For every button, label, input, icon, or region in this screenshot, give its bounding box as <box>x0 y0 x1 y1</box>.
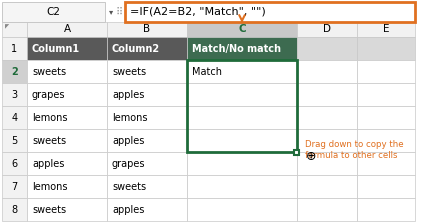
Bar <box>107 22 187 37</box>
Bar <box>2 2 105 22</box>
Bar <box>187 198 297 221</box>
Bar <box>107 152 187 175</box>
Text: Match: Match <box>192 67 222 77</box>
Text: apples: apples <box>112 135 144 145</box>
Text: B: B <box>143 24 150 34</box>
Text: 3: 3 <box>11 89 17 99</box>
Text: E: E <box>383 24 389 34</box>
Bar <box>2 83 27 106</box>
Text: grapes: grapes <box>112 159 145 168</box>
Text: Column1: Column1 <box>32 44 80 54</box>
Text: sweets: sweets <box>112 67 146 77</box>
Bar <box>125 2 415 22</box>
Text: ⠿: ⠿ <box>116 7 122 17</box>
Bar <box>187 106 297 129</box>
Text: sweets: sweets <box>32 67 66 77</box>
Bar <box>357 198 415 221</box>
Text: 4: 4 <box>11 113 17 123</box>
Bar <box>357 175 415 198</box>
Bar <box>27 83 107 106</box>
Text: lemons: lemons <box>32 182 68 192</box>
Bar <box>297 83 357 106</box>
Text: ▾: ▾ <box>109 8 113 16</box>
Bar <box>297 175 357 198</box>
Bar <box>27 175 107 198</box>
Text: 7: 7 <box>11 182 17 192</box>
Bar <box>27 198 107 221</box>
Bar <box>107 129 187 152</box>
Bar <box>187 83 297 106</box>
Bar <box>27 152 107 175</box>
Text: sweets: sweets <box>32 135 66 145</box>
Text: ◤: ◤ <box>5 24 9 29</box>
Bar <box>187 22 297 37</box>
Bar <box>2 60 27 83</box>
Text: Drag down to copy the
formula to other cells: Drag down to copy the formula to other c… <box>305 140 404 160</box>
Text: D: D <box>323 24 331 34</box>
Text: C: C <box>238 24 246 34</box>
Bar <box>187 60 297 83</box>
Bar <box>2 129 27 152</box>
Bar <box>107 37 187 60</box>
Text: Match/No match: Match/No match <box>192 44 281 54</box>
Text: 5: 5 <box>11 135 17 145</box>
Bar <box>2 22 27 37</box>
Bar <box>297 22 357 37</box>
Bar <box>297 152 357 175</box>
Bar <box>297 106 357 129</box>
Bar <box>297 60 357 83</box>
Bar <box>27 129 107 152</box>
Bar <box>107 198 187 221</box>
Bar <box>107 106 187 129</box>
Text: 8: 8 <box>11 204 17 214</box>
Text: Column2: Column2 <box>112 44 160 54</box>
Bar <box>187 175 297 198</box>
Text: =IF(A2=B2, "Match", ""): =IF(A2=B2, "Match", "") <box>130 7 266 17</box>
Bar <box>27 22 107 37</box>
Bar <box>187 129 297 152</box>
Text: apples: apples <box>32 159 64 168</box>
Bar <box>294 150 299 155</box>
Bar <box>357 106 415 129</box>
Text: grapes: grapes <box>32 89 65 99</box>
Text: apples: apples <box>112 204 144 214</box>
Text: apples: apples <box>112 89 144 99</box>
Text: lemons: lemons <box>32 113 68 123</box>
Bar <box>357 129 415 152</box>
Bar <box>2 106 27 129</box>
Bar <box>297 37 357 60</box>
Bar <box>297 198 357 221</box>
Text: sweets: sweets <box>112 182 146 192</box>
Bar <box>107 83 187 106</box>
Bar <box>357 22 415 37</box>
Bar <box>107 175 187 198</box>
Bar <box>357 83 415 106</box>
Text: C2: C2 <box>46 7 60 17</box>
Bar <box>2 37 27 60</box>
Bar <box>357 152 415 175</box>
Bar <box>27 106 107 129</box>
Text: 2: 2 <box>11 67 18 77</box>
Text: lemons: lemons <box>112 113 147 123</box>
Text: sweets: sweets <box>32 204 66 214</box>
Bar <box>107 60 187 83</box>
Bar <box>2 152 27 175</box>
Text: 1: 1 <box>11 44 17 54</box>
Bar <box>297 129 357 152</box>
Bar <box>2 175 27 198</box>
Text: 6: 6 <box>11 159 17 168</box>
Bar <box>27 60 107 83</box>
Bar <box>27 37 107 60</box>
Bar <box>187 60 297 152</box>
Bar <box>2 198 27 221</box>
Text: ⊕: ⊕ <box>306 149 316 163</box>
Bar <box>187 37 297 60</box>
Text: A: A <box>63 24 71 34</box>
Bar <box>357 60 415 83</box>
Bar <box>357 37 415 60</box>
Bar <box>187 152 297 175</box>
